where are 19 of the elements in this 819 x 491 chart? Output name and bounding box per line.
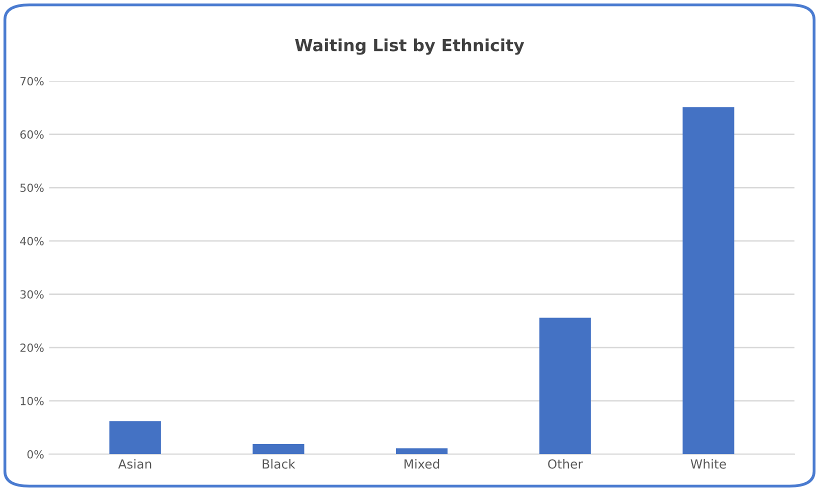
x-tick-label: Mixed [404, 459, 440, 469]
y-tick-label: 30% [20, 290, 44, 299]
y-tick-label: 20% [20, 344, 44, 352]
y-tick-label: 10% [20, 396, 44, 406]
chart-title: Waiting List by Ethnicity [295, 38, 524, 55]
bar [109, 421, 161, 454]
y-tick-label: 50% [20, 184, 44, 192]
bar [539, 318, 591, 454]
x-tick-label: Black [262, 459, 296, 469]
x-tick-label: Other [548, 459, 583, 469]
y-tick-label: 0% [27, 450, 44, 459]
bar [682, 107, 734, 454]
bar [252, 444, 304, 454]
y-tick-label: 60% [20, 130, 44, 139]
y-tick-label: 70% [20, 76, 44, 86]
y-tick-label: 40% [20, 236, 44, 246]
bar [396, 448, 448, 454]
x-tick-label: Asian [118, 459, 152, 469]
x-tick-label: White [690, 459, 726, 469]
